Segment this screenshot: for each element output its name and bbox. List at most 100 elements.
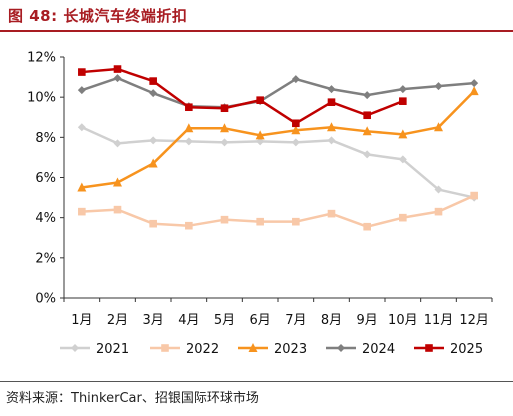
legend-swatch-marker <box>161 344 169 352</box>
series-line-2022 <box>81 194 475 228</box>
legend-swatch-marker <box>248 343 258 352</box>
data-point-2024 <box>113 74 122 83</box>
data-point-2025 <box>220 104 229 113</box>
data-point-2022 <box>185 221 193 230</box>
line-chart: 0% 2% 4% 6% 8% 10% 12% 1月 2月 3月 4月 5月 6月 7月 8月 9月 10月 11月… <box>27 51 493 357</box>
data-point-2024 <box>149 89 158 98</box>
data-point-2024 <box>291 75 300 84</box>
y-tick-label: 10% <box>27 91 56 106</box>
data-point-2021 <box>434 185 443 194</box>
series-2021 <box>77 123 479 202</box>
series-line-2023 <box>81 90 476 189</box>
data-point-2023 <box>184 123 194 133</box>
legend-label: 2022 <box>186 342 219 357</box>
data-point-2022 <box>149 219 157 228</box>
series-line-2024 <box>81 76 475 109</box>
y-tick-label: 6% <box>35 171 56 186</box>
title-divider <box>0 30 513 32</box>
y-tick-label: 0% <box>35 292 56 307</box>
y-tick-label: 4% <box>35 211 56 226</box>
data-point-2025 <box>256 96 264 104</box>
legend-label: 2023 <box>274 342 307 357</box>
data-point-2025 <box>292 119 300 128</box>
data-point-2023 <box>327 122 336 132</box>
x-tick-label: 7月 <box>285 313 306 328</box>
series-2023 <box>77 86 479 192</box>
x-tick-label: 3月 <box>143 313 164 328</box>
axes: 0% 2% 4% 6% 8% 10% 12% 1月 2月 3月 4月 5月 6月 7月 8月 9月 10月 11月… <box>27 51 493 328</box>
series-2022 <box>78 191 478 231</box>
data-point-2021 <box>77 123 86 132</box>
legend-label: 2024 <box>362 342 395 357</box>
data-point-2025 <box>363 111 371 120</box>
data-point-2022 <box>256 217 264 226</box>
data-point-2022 <box>292 217 300 226</box>
data-point-2025 <box>185 103 193 112</box>
data-point-2022 <box>78 207 86 216</box>
data-point-2023 <box>362 126 372 136</box>
data-point-2025 <box>399 97 407 105</box>
series-line-2025 <box>81 67 404 125</box>
legend-swatch-marker <box>425 344 433 352</box>
data-point-2021 <box>327 136 336 145</box>
x-tick-label: 11月 <box>424 313 454 328</box>
data-point-2022 <box>399 213 407 222</box>
legend-label: 2025 <box>450 342 483 357</box>
data-point-2021 <box>398 155 407 164</box>
legend: 2021 2022 2023 2024 2025 <box>60 342 483 357</box>
series-2024 <box>77 74 479 112</box>
data-point-2021 <box>149 136 158 145</box>
data-point-2024 <box>434 82 443 91</box>
data-point-2021 <box>113 139 122 148</box>
x-tick-label: 9月 <box>357 313 378 328</box>
data-point-2022 <box>327 209 336 218</box>
data-point-2025 <box>149 77 157 85</box>
y-tick-label: 8% <box>35 131 56 146</box>
data-point-2023 <box>113 177 122 187</box>
data-point-2024 <box>398 85 407 94</box>
data-point-2022 <box>470 191 478 200</box>
series-2025 <box>78 65 407 128</box>
x-tick-label: 2月 <box>107 313 128 328</box>
data-point-2023 <box>291 125 301 135</box>
data-point-2021 <box>256 137 265 146</box>
x-tick-label: 8月 <box>321 313 342 328</box>
figure-title: 图 48: 长城汽车终端折扣 <box>8 7 188 25</box>
data-point-2021 <box>363 150 372 159</box>
x-tick-label: 12月 <box>459 313 489 328</box>
data-point-2021 <box>220 138 229 147</box>
data-point-2023 <box>434 122 443 132</box>
data-point-2025 <box>327 98 336 106</box>
series-line-2021 <box>81 126 475 199</box>
data-point-2024 <box>77 86 86 95</box>
data-point-2023 <box>255 130 265 140</box>
data-point-2024 <box>327 85 336 94</box>
data-point-2022 <box>113 205 122 214</box>
data-point-2024 <box>363 91 372 100</box>
data-point-2023 <box>469 86 479 96</box>
data-point-2022 <box>363 222 371 231</box>
legend-swatch-marker <box>337 344 345 352</box>
data-point-2021 <box>184 137 193 146</box>
data-point-2022 <box>220 215 229 224</box>
data-point-2023 <box>220 123 229 133</box>
legend-swatch-marker <box>71 344 79 352</box>
y-tick-label: 2% <box>35 251 56 266</box>
source-note: 资料来源：ThinkerCar、招银国际环球市场 <box>6 391 259 406</box>
x-tick-label: 5月 <box>214 313 235 328</box>
data-point-2025 <box>113 65 122 73</box>
data-point-2023 <box>77 182 87 192</box>
x-tick-label: 4月 <box>178 313 199 328</box>
data-point-2025 <box>78 68 86 76</box>
source-divider <box>0 381 513 382</box>
data-point-2023 <box>398 129 408 139</box>
y-tick-label: 12% <box>27 51 56 66</box>
data-point-2021 <box>291 138 300 147</box>
series-layer <box>77 65 479 231</box>
data-point-2022 <box>434 207 443 216</box>
data-point-2023 <box>148 158 158 168</box>
data-point-2024 <box>470 79 479 88</box>
x-tick-label: 10月 <box>388 313 418 328</box>
x-tick-label: 6月 <box>250 313 271 328</box>
x-tick-label: 1月 <box>71 313 92 328</box>
